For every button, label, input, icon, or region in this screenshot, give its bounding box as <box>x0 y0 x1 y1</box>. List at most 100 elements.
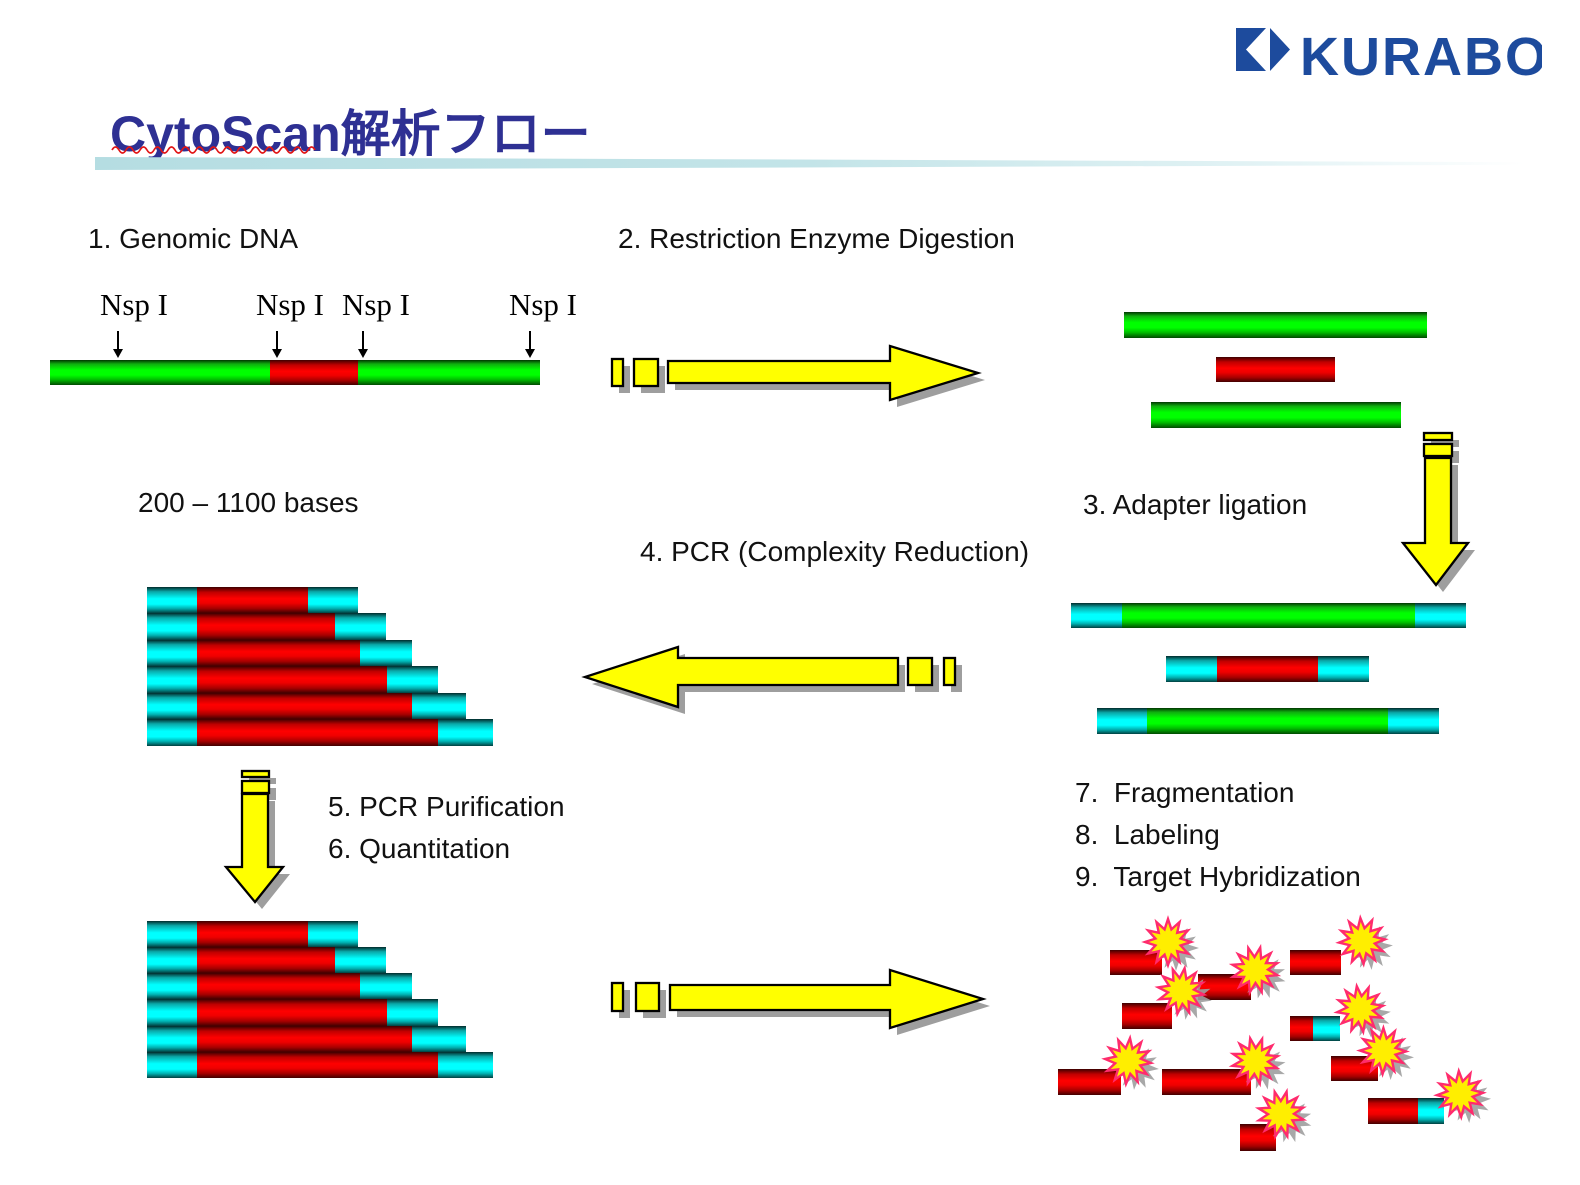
step1-label: 1. Genomic DNA <box>88 223 299 254</box>
dna-fragment-bar <box>1290 950 1341 975</box>
cyan-adapter-segment <box>1418 1098 1444 1124</box>
step8-label: 8. Labeling <box>1075 819 1220 850</box>
fluorescent-label-burst <box>1228 1034 1282 1088</box>
cyan-adapter-segment <box>308 587 358 613</box>
dna-fragment-bar <box>1216 357 1335 382</box>
cyan-adapter-segment <box>147 999 197 1026</box>
cyan-adapter-segment <box>147 640 197 666</box>
red-dna-segment <box>1110 950 1162 975</box>
red-dna-segment <box>197 1052 438 1078</box>
yellow-arrow <box>581 645 900 709</box>
cyan-adapter-segment <box>147 666 197 693</box>
dna-fragment-bar <box>147 921 358 947</box>
green-dna-segment <box>1124 312 1427 338</box>
dna-fragment-bar <box>1166 656 1369 682</box>
cyan-adapter-segment <box>147 1026 197 1052</box>
red-dna-segment <box>1122 1003 1172 1029</box>
step9-label: 9. Target Hybridization <box>1075 861 1361 892</box>
dna-fragment-bar <box>147 693 466 719</box>
dna-fragment-bar <box>1122 1003 1172 1029</box>
cyan-adapter-segment <box>147 587 197 613</box>
dna-fragment-bar <box>1058 1069 1121 1095</box>
cyan-adapter-segment <box>147 973 197 999</box>
arrow-shadow <box>619 366 630 393</box>
kurabo-logo-text: KURABO <box>1300 27 1542 87</box>
nsp-site-label: Nsp I <box>508 287 578 322</box>
cyan-adapter-segment <box>412 1026 466 1052</box>
cyan-adapter-segment <box>308 921 358 947</box>
cyan-adapter-segment <box>412 693 466 719</box>
yellow-arrow-segment <box>240 769 271 779</box>
yellow-arrow <box>223 792 286 904</box>
step7-label: 7. Fragmentation <box>1075 777 1295 808</box>
dna-fragment-bar <box>147 999 438 1026</box>
green-dna-segment <box>358 360 540 385</box>
fluorescent-label-burst <box>1141 915 1195 969</box>
dna-fragment-bar <box>1290 1016 1340 1041</box>
red-dna-segment <box>1058 1069 1121 1095</box>
dna-fragment-bar <box>147 1052 493 1078</box>
nsp-site-label: Nsp I <box>99 287 169 322</box>
nsp-cut-arrowhead <box>272 349 282 358</box>
kurabo-logo-mark-notch <box>1246 28 1266 71</box>
dna-fragment-bar <box>147 666 438 693</box>
dna-fragment-bar <box>147 973 412 999</box>
cyan-adapter-segment <box>147 921 197 947</box>
kurabo-logo: KURABO <box>1236 27 1542 87</box>
yellow-arrow-segment <box>906 656 934 687</box>
cyan-adapter-segment <box>1071 603 1122 628</box>
green-dna-segment <box>1147 708 1388 734</box>
red-dna-segment <box>197 999 387 1026</box>
kurabo-logo-mark-triangle <box>1270 28 1290 71</box>
dna-fragment-bar <box>147 587 358 613</box>
cyan-adapter-segment <box>1313 1016 1340 1041</box>
red-dna-segment <box>197 613 335 640</box>
dna-fragment-bar <box>1151 402 1401 428</box>
fluorescent-label-burst <box>1433 1067 1487 1121</box>
nsp-cut-arrowhead <box>113 349 123 358</box>
yellow-arrow-segment <box>634 981 661 1013</box>
arrow-shadow <box>619 990 630 1018</box>
red-dna-segment <box>270 360 358 385</box>
red-dna-segment <box>197 719 438 746</box>
cyan-adapter-segment <box>335 613 386 640</box>
green-dna-segment <box>1122 603 1415 628</box>
nsp-cut-arrowhead <box>358 349 368 358</box>
red-dna-segment <box>1290 1016 1313 1041</box>
cyan-adapter-segment <box>360 640 412 666</box>
red-dna-segment <box>197 1026 412 1052</box>
dna-fragment-bar <box>1124 312 1427 338</box>
step3-label: 3. Adapter ligation <box>1083 489 1308 520</box>
red-dna-segment <box>197 947 335 973</box>
dna-fragment-bar <box>147 1026 466 1052</box>
red-dna-segment <box>197 666 387 693</box>
title-squiggle-underline <box>111 146 316 154</box>
cyan-adapter-segment <box>147 693 197 719</box>
yellow-arrow-segment <box>610 981 625 1013</box>
fluorescent-label-burst <box>1333 982 1387 1036</box>
dna-fragment-bar <box>1097 708 1439 734</box>
yellow-arrow-segment <box>240 779 271 795</box>
fluorescent-label-burst <box>1101 1034 1155 1088</box>
cyan-adapter-segment <box>147 947 197 973</box>
nsp-site-label: Nsp I <box>255 287 325 322</box>
cyan-adapter-segment <box>438 719 493 746</box>
fluorescent-label-burst <box>1228 943 1282 997</box>
cyan-adapter-segment <box>1415 603 1466 628</box>
cyan-adapter-segment <box>1318 656 1369 682</box>
red-dna-segment <box>1290 950 1341 975</box>
dna-fragment-bar <box>147 640 412 666</box>
arrow-shadow <box>951 665 962 692</box>
cyan-adapter-segment <box>360 973 412 999</box>
cyan-adapter-segment <box>1166 656 1217 682</box>
cyan-adapter-segment <box>387 666 438 693</box>
step4-label: 4. PCR (Complexity Reduction) <box>640 536 1030 567</box>
dna-fragment-bar <box>1162 1069 1251 1095</box>
cyan-adapter-segment <box>147 1052 197 1078</box>
cyan-adapter-segment <box>147 719 197 746</box>
cyan-adapter-segment <box>1097 708 1147 734</box>
nsp-cut-arrowhead <box>525 349 535 358</box>
yellow-arrow <box>668 968 987 1030</box>
dna-fragment-bar <box>147 719 493 746</box>
